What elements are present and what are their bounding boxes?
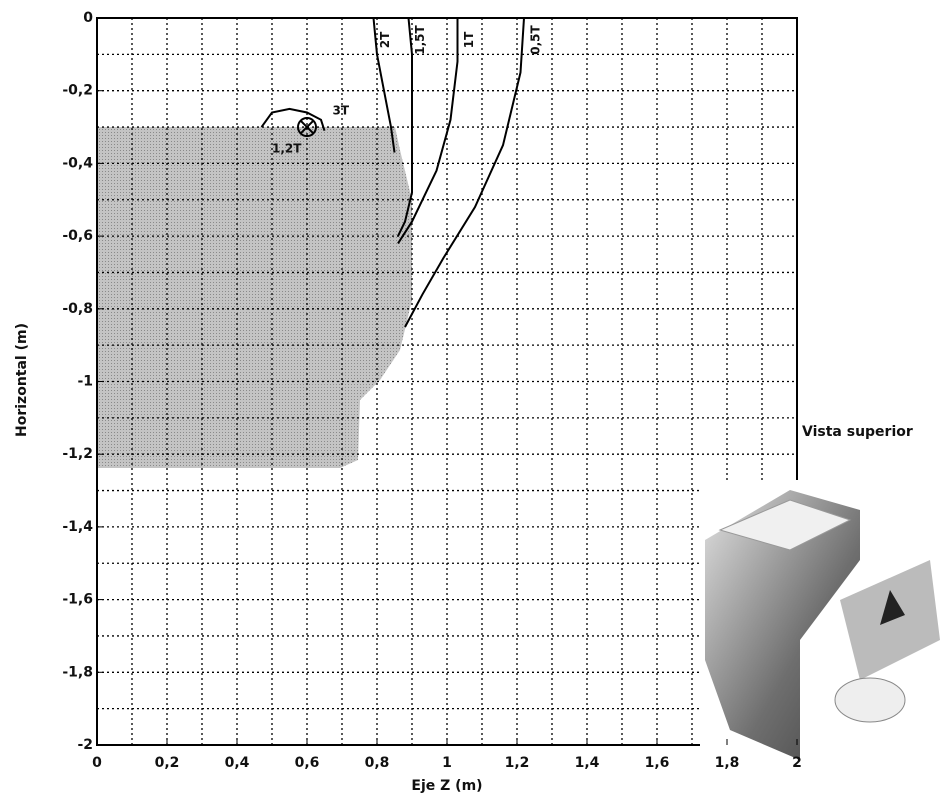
x-tick-label: 0,6 — [295, 755, 320, 771]
contour-label: 0,5T — [529, 24, 543, 54]
y-tick-label: -1,4 — [62, 519, 93, 535]
inset-image — [700, 480, 946, 798]
x-tick-label: 0,4 — [225, 755, 250, 771]
x-tick-label: 1,4 — [575, 755, 600, 771]
annotation: 1,2T — [272, 141, 302, 155]
x-tick-label: 1 — [442, 755, 452, 771]
shaded-region — [97, 127, 412, 468]
x-tick-label: 0,2 — [155, 755, 180, 771]
contours — [260, 17, 525, 328]
y-tick-label: -0,8 — [62, 301, 93, 317]
annotation: Vista superior — [802, 424, 913, 440]
x-tick-label: 0,8 — [365, 755, 390, 771]
contour-line — [397, 18, 459, 244]
contour-line — [260, 107, 326, 132]
contour-label: 3T — [333, 103, 350, 117]
marker — [297, 117, 317, 138]
y-tick-label: -1 — [77, 374, 93, 390]
contour-label: 1,5T — [413, 24, 427, 54]
contour-line — [404, 17, 525, 328]
x-tick-label: 1,2 — [505, 755, 530, 771]
y-tick-label: 0 — [83, 10, 93, 26]
x-tick-label: 1,8 — [715, 755, 740, 771]
x-tick-label: 2 — [792, 755, 802, 771]
contour-line — [397, 17, 413, 237]
contour-line — [372, 17, 396, 153]
y-tick-label: -1,8 — [62, 664, 93, 680]
y-axis-label: Horizontal (m) — [14, 323, 30, 437]
x-tick-label: 1,6 — [645, 755, 670, 771]
y-tick-label: -0,6 — [62, 228, 93, 244]
x-axis-label: Eje Z (m) — [411, 778, 482, 794]
contour-label: 2T — [378, 31, 392, 48]
grid — [96, 17, 798, 746]
contour-label: 1T — [462, 31, 476, 48]
y-tick-label: -1,6 — [62, 592, 93, 608]
y-tick-label: -0,4 — [62, 155, 93, 171]
x-tick-label: 0 — [92, 755, 102, 771]
y-tick-label: -1,2 — [62, 446, 93, 462]
y-tick-label: -0,2 — [62, 83, 93, 99]
y-tick-label: -2 — [77, 737, 93, 753]
marker — [300, 120, 314, 134]
